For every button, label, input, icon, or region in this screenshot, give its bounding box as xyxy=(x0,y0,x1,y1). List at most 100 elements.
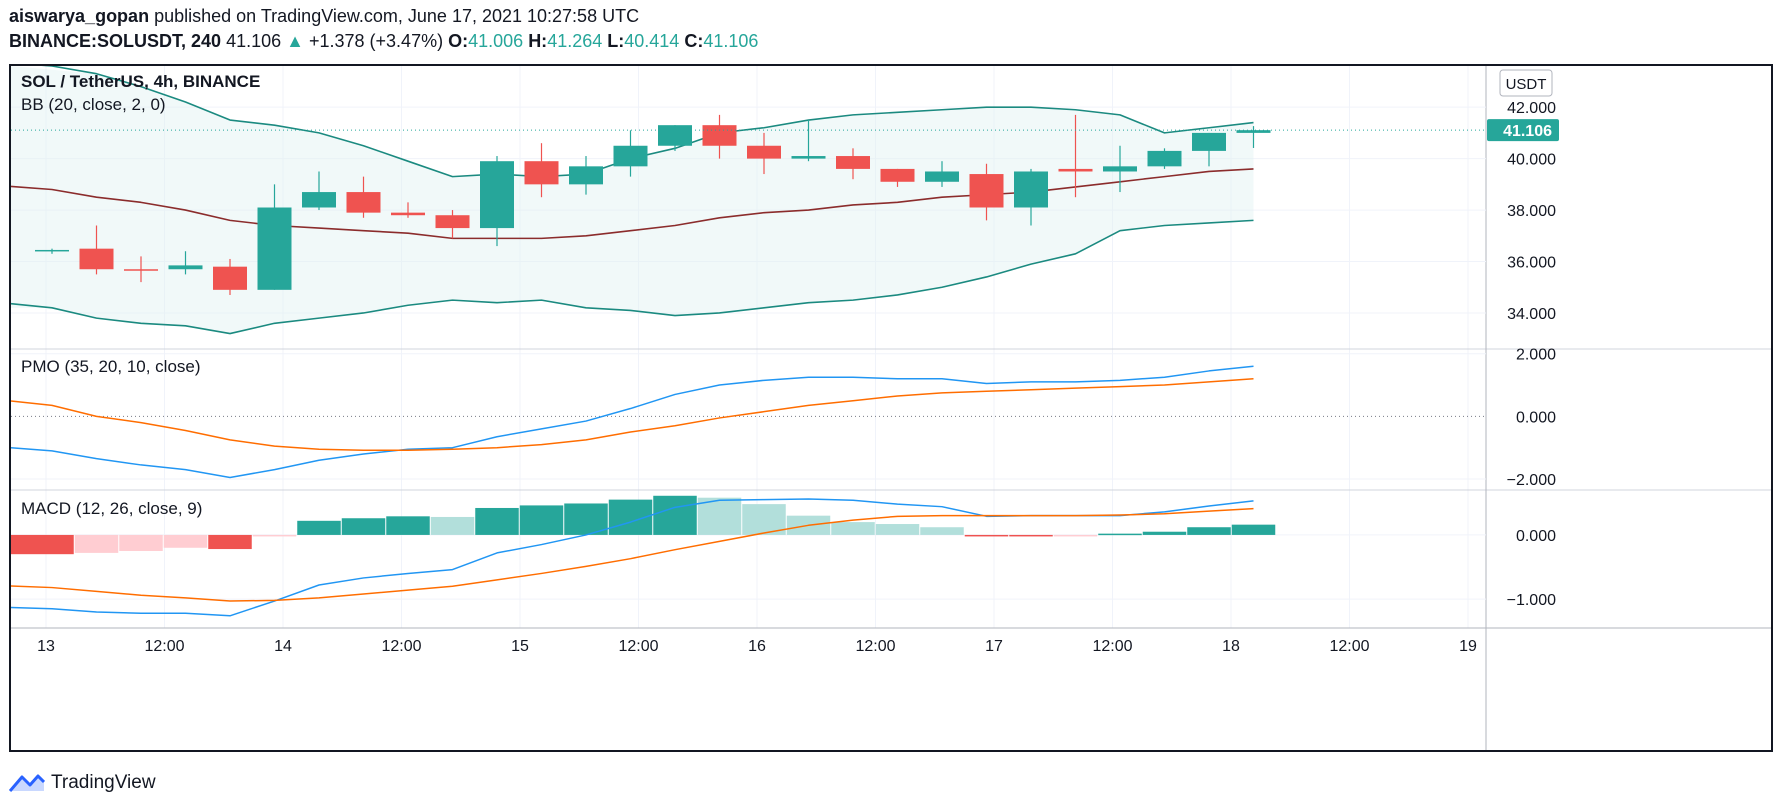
last-price: 41.106 xyxy=(226,31,282,51)
candle-body xyxy=(302,192,336,208)
macd-histogram-bar xyxy=(1187,527,1231,535)
price-tick-label: 36.000 xyxy=(1507,255,1556,272)
macd-histogram-bar xyxy=(653,495,697,535)
time-tick-label: 19 xyxy=(1459,638,1477,655)
bb-lower-line xyxy=(10,219,1254,335)
pmo-tick-label: 0.000 xyxy=(1516,409,1556,426)
candle-body xyxy=(391,212,425,216)
macd-histogram-bar xyxy=(1098,533,1142,536)
macd-title: MACD (12, 26, close, 9) xyxy=(21,499,202,518)
candle-body xyxy=(213,266,247,290)
macd-histogram-bar xyxy=(1142,531,1187,535)
close-value: 41.106 xyxy=(703,31,759,51)
candle-body xyxy=(480,161,514,229)
candle-body xyxy=(124,269,158,271)
bb-band-fill xyxy=(11,66,1254,334)
candle-body xyxy=(1103,166,1137,172)
time-tick-label: 15 xyxy=(511,638,529,655)
macd-histogram-bar xyxy=(341,518,386,535)
candle-body xyxy=(969,174,1004,208)
macd-histogram-bar xyxy=(1053,534,1098,537)
macd-signal-line xyxy=(10,507,1254,602)
time-tick-label: 12:00 xyxy=(381,638,421,655)
candle-body xyxy=(791,156,826,159)
time-tick-label: 12:00 xyxy=(618,638,658,655)
candle-body xyxy=(658,125,692,146)
candle-body xyxy=(524,161,559,185)
footer-brand[interactable]: TradingView xyxy=(51,772,156,793)
macd-histogram-bar xyxy=(297,520,341,535)
symbol-line: BINANCE:SOLUSDT, 240 41.106 ▲ +1.378 (+3… xyxy=(9,31,758,52)
time-tick-label: 16 xyxy=(748,638,766,655)
candle-body xyxy=(79,248,114,270)
publish-line: aiswarya_gopan published on TradingView.… xyxy=(9,6,639,27)
pmo-line xyxy=(10,365,1254,479)
macd-tick-label: −1.000 xyxy=(1507,592,1556,609)
time-tick-label: 13 xyxy=(37,638,55,655)
candle-body xyxy=(613,145,648,167)
time-tick-label: 12:00 xyxy=(1092,638,1132,655)
candle-body xyxy=(569,166,603,185)
last-price-badge xyxy=(1487,119,1559,142)
candle-body xyxy=(168,265,203,270)
macd-histogram-bar xyxy=(964,534,1009,537)
candle-body xyxy=(1014,171,1048,208)
candle-body xyxy=(836,156,870,169)
time-tick-label: 14 xyxy=(274,638,292,655)
macd-histogram-bar xyxy=(475,507,519,535)
high-value: 41.264 xyxy=(547,31,603,51)
macd-histogram-bar xyxy=(208,534,252,550)
time-tick-label: 12:00 xyxy=(144,638,184,655)
currency-box xyxy=(1499,69,1553,97)
footer: TradingView xyxy=(9,770,156,796)
macd-histogram-bar xyxy=(119,534,163,551)
macd-histogram-bar xyxy=(564,503,608,535)
macd-tick-label: 0.000 xyxy=(1516,528,1556,545)
price-tick-label: 40.000 xyxy=(1507,152,1556,169)
time-tick-label: 12:00 xyxy=(1329,638,1369,655)
author-name[interactable]: aiswarya_gopan xyxy=(9,6,150,26)
low-label: L: xyxy=(607,31,625,51)
currency-label: USDT xyxy=(1506,76,1547,93)
time-tick-label: 12:00 xyxy=(855,638,895,655)
macd-histogram-bar xyxy=(252,534,297,537)
macd-histogram-bar xyxy=(11,534,74,555)
pmo-tick-label: −2.000 xyxy=(1507,472,1556,489)
candle-body xyxy=(747,145,781,159)
chart-container[interactable]: 42.000 40.000 38.000 36.000 34.000 41.106 USDT… xyxy=(9,62,1773,752)
time-tick-label: 17 xyxy=(985,638,1003,655)
up-arrow-icon: ▲ xyxy=(286,31,304,51)
price-change: +1.378 (+3.47%) xyxy=(308,31,444,51)
tradingview-logo-icon xyxy=(9,774,45,792)
candle-body xyxy=(702,125,737,146)
candle-body xyxy=(1147,150,1182,167)
last-price-label: 41.106 xyxy=(1503,123,1552,140)
macd-histogram-bar xyxy=(519,505,564,535)
macd-histogram-bar xyxy=(430,516,475,535)
chart-canvas[interactable]: 42.000 40.000 38.000 36.000 34.000 41.106 USDT… xyxy=(10,62,1771,750)
candle-body xyxy=(1192,132,1226,151)
symbol-name: BINANCE:SOLUSDT, 240 xyxy=(9,31,222,51)
pmo-title: PMO (35, 20, 10, close) xyxy=(21,357,201,376)
bb-indicator-label: BB (20, close, 2, 0) xyxy=(21,95,166,114)
macd-histogram-bar xyxy=(163,534,208,548)
macd-histogram-bar xyxy=(697,497,742,535)
candle-body xyxy=(435,215,470,229)
pmo-tick-label: 2.000 xyxy=(1516,347,1556,364)
candle-body xyxy=(257,207,292,290)
open-label: O: xyxy=(448,31,469,51)
macd-histogram-bar xyxy=(74,534,119,553)
candle-body xyxy=(1058,168,1093,172)
price-chart-title: SOL / TetherUS, 4h, BINANCE xyxy=(21,72,260,91)
close-label: C: xyxy=(684,31,704,51)
price-tick-label: 34.000 xyxy=(1507,306,1556,323)
candle-body xyxy=(925,171,959,182)
macd-histogram-bar xyxy=(386,516,430,535)
time-tick-label: 18 xyxy=(1222,638,1240,655)
low-value: 40.414 xyxy=(624,31,680,51)
pmo-signal-line xyxy=(10,378,1254,451)
macd-histogram-bar xyxy=(831,522,875,535)
price-tick-label: 38.000 xyxy=(1507,203,1556,220)
published-text: published on TradingView.com, June 17, 2… xyxy=(154,6,640,26)
macd-histogram-bar xyxy=(875,524,920,535)
